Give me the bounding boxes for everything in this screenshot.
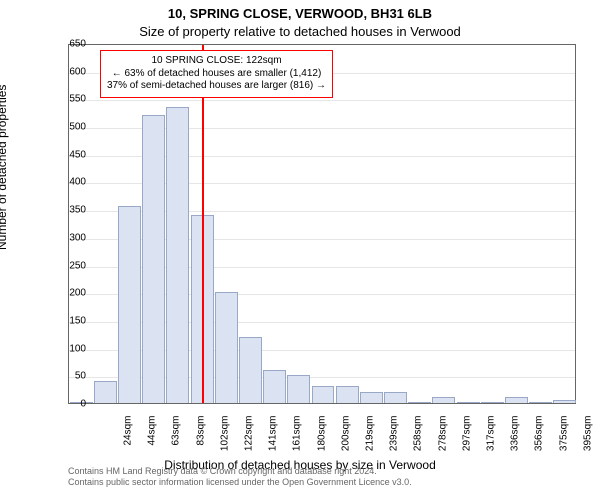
histogram-bar	[432, 397, 455, 403]
x-tick-label: 83sqm	[195, 416, 206, 466]
x-tick-label: 161sqm	[292, 416, 303, 466]
y-tick-label: 250	[46, 260, 86, 271]
y-tick-label: 150	[46, 315, 86, 326]
y-tick-label: 550	[46, 94, 86, 105]
x-tick-label: 239sqm	[389, 416, 400, 466]
x-tick-label: 141sqm	[268, 416, 279, 466]
histogram-bar	[312, 386, 335, 403]
marker-line	[202, 45, 204, 403]
histogram-bar	[142, 115, 165, 403]
credit-line2: Contains public sector information licen…	[68, 477, 412, 488]
histogram-bar	[360, 392, 383, 403]
histogram-bar	[336, 386, 359, 403]
x-tick-label: 317sqm	[485, 416, 496, 466]
x-tick-label: 63sqm	[171, 416, 182, 466]
x-tick-label: 278sqm	[437, 416, 448, 466]
x-tick-label: 258sqm	[413, 416, 424, 466]
x-tick-label: 200sqm	[340, 416, 351, 466]
y-tick-label: 600	[46, 66, 86, 77]
annotation-line3: 37% of semi-detached houses are larger (…	[107, 80, 326, 93]
plot-area	[68, 44, 576, 404]
x-tick-label: 102sqm	[219, 416, 230, 466]
credit-line1: Contains HM Land Registry data © Crown c…	[68, 466, 412, 477]
credit-block: Contains HM Land Registry data © Crown c…	[68, 466, 412, 488]
y-tick-label: 50	[46, 371, 86, 382]
y-tick-label: 350	[46, 205, 86, 216]
chart-title-line2: Size of property relative to detached ho…	[0, 24, 600, 39]
y-tick-label: 200	[46, 288, 86, 299]
x-tick-label: 297sqm	[461, 416, 472, 466]
annotation-line2: ← 63% of detached houses are smaller (1,…	[107, 68, 326, 81]
y-tick-label: 100	[46, 343, 86, 354]
y-tick-label: 0	[46, 399, 86, 410]
histogram-bar	[457, 402, 480, 403]
histogram-bar	[215, 292, 238, 403]
gridline	[69, 100, 575, 101]
y-axis-label: Number of detached properties	[0, 85, 9, 250]
histogram-bar	[481, 402, 504, 403]
histogram-bar	[384, 392, 407, 403]
chart-container: 10, SPRING CLOSE, VERWOOD, BH31 6LB Size…	[0, 0, 600, 500]
histogram-bar	[553, 400, 576, 403]
x-tick-label: 336sqm	[510, 416, 521, 466]
histogram-bar	[118, 206, 141, 403]
histogram-bar	[94, 381, 117, 403]
x-tick-label: 219sqm	[365, 416, 376, 466]
x-tick-label: 356sqm	[534, 416, 545, 466]
x-tick-label: 375sqm	[558, 416, 569, 466]
x-tick-label: 24sqm	[123, 416, 134, 466]
annotation-line1: 10 SPRING CLOSE: 122sqm	[107, 55, 326, 68]
y-tick-label: 450	[46, 149, 86, 160]
histogram-bar	[529, 402, 552, 403]
x-tick-label: 395sqm	[582, 416, 593, 466]
x-tick-label: 44sqm	[147, 416, 158, 466]
y-tick-label: 650	[46, 39, 86, 50]
x-tick-label: 180sqm	[316, 416, 327, 466]
histogram-bar	[239, 337, 262, 403]
histogram-bar	[408, 402, 431, 403]
y-tick-label: 400	[46, 177, 86, 188]
chart-title-line1: 10, SPRING CLOSE, VERWOOD, BH31 6LB	[0, 6, 600, 21]
y-tick-label: 500	[46, 122, 86, 133]
annotation-box: 10 SPRING CLOSE: 122sqm ← 63% of detache…	[100, 50, 333, 98]
y-tick-label: 300	[46, 232, 86, 243]
histogram-bar	[166, 107, 189, 403]
histogram-bar	[263, 370, 286, 403]
histogram-bar	[505, 397, 528, 403]
histogram-bar	[287, 375, 310, 403]
x-tick-label: 122sqm	[244, 416, 255, 466]
